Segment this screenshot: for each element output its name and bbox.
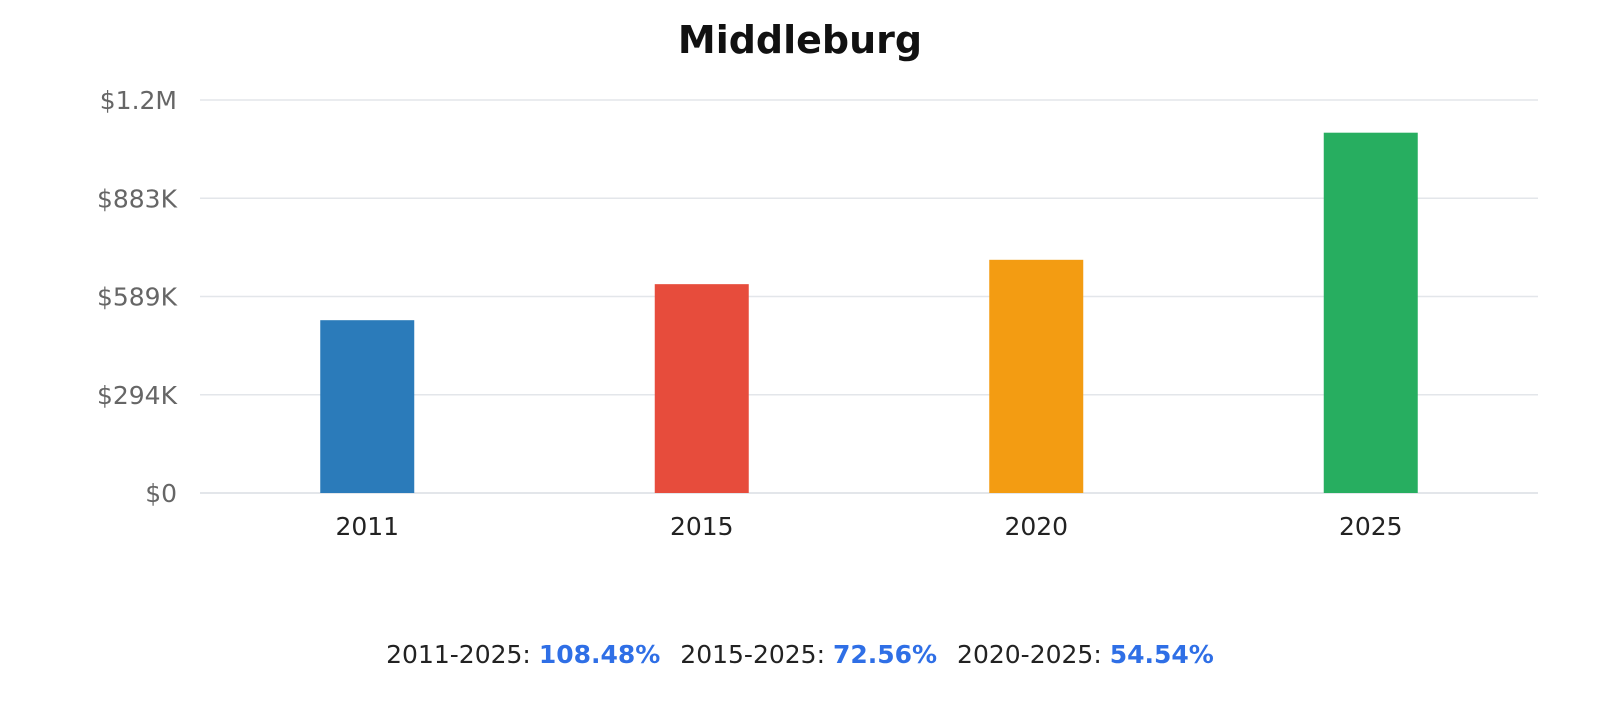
bar-2011[interactable] — [320, 320, 415, 493]
x-tick-label: 2020 — [1004, 512, 1068, 541]
growth-value: 72.56% — [832, 640, 938, 669]
y-tick-label: $294K — [97, 381, 178, 410]
bars — [320, 132, 1418, 493]
growth-value: 54.54% — [1109, 640, 1214, 669]
growth-item-2011-2025: 2011-2025: 108.48% — [386, 640, 668, 669]
grid-lines — [200, 99, 1538, 494]
growth-label: 2015-2025: — [680, 640, 825, 669]
y-tick-label: $1.2M — [100, 86, 177, 115]
x-tick-label: 2015 — [670, 512, 734, 541]
bar-2025[interactable] — [1323, 132, 1418, 493]
growth-summary: 2011-2025: 108.48% 2015-2025: 72.56% 202… — [0, 640, 1600, 669]
growth-item-2020-2025: 2020-2025: 54.54% — [957, 640, 1214, 669]
x-tick-label: 2025 — [1339, 512, 1403, 541]
bar-2020[interactable] — [989, 259, 1084, 493]
growth-value: 108.48% — [538, 640, 661, 669]
y-tick-label: $0 — [145, 479, 177, 508]
bar-2015[interactable] — [654, 284, 749, 493]
growth-item-2015-2025: 2015-2025: 72.56% — [680, 640, 945, 669]
x-axis-ticks: 2011 2015 2020 2025 — [335, 512, 1402, 541]
chart-title: Middleburg — [677, 18, 923, 62]
y-tick-label: $589K — [97, 283, 178, 312]
y-tick-label: $883K — [97, 184, 178, 213]
x-tick-label: 2011 — [335, 512, 399, 541]
bar-chart: $0 $294K $589K $883K $1.2M 2011 2015 2020 2025 — [97, 86, 1538, 541]
growth-label: 2011-2025: — [386, 640, 531, 669]
y-axis-ticks: $0 $294K $589K $883K $1.2M — [97, 86, 178, 508]
growth-label: 2020-2025: — [957, 640, 1102, 669]
